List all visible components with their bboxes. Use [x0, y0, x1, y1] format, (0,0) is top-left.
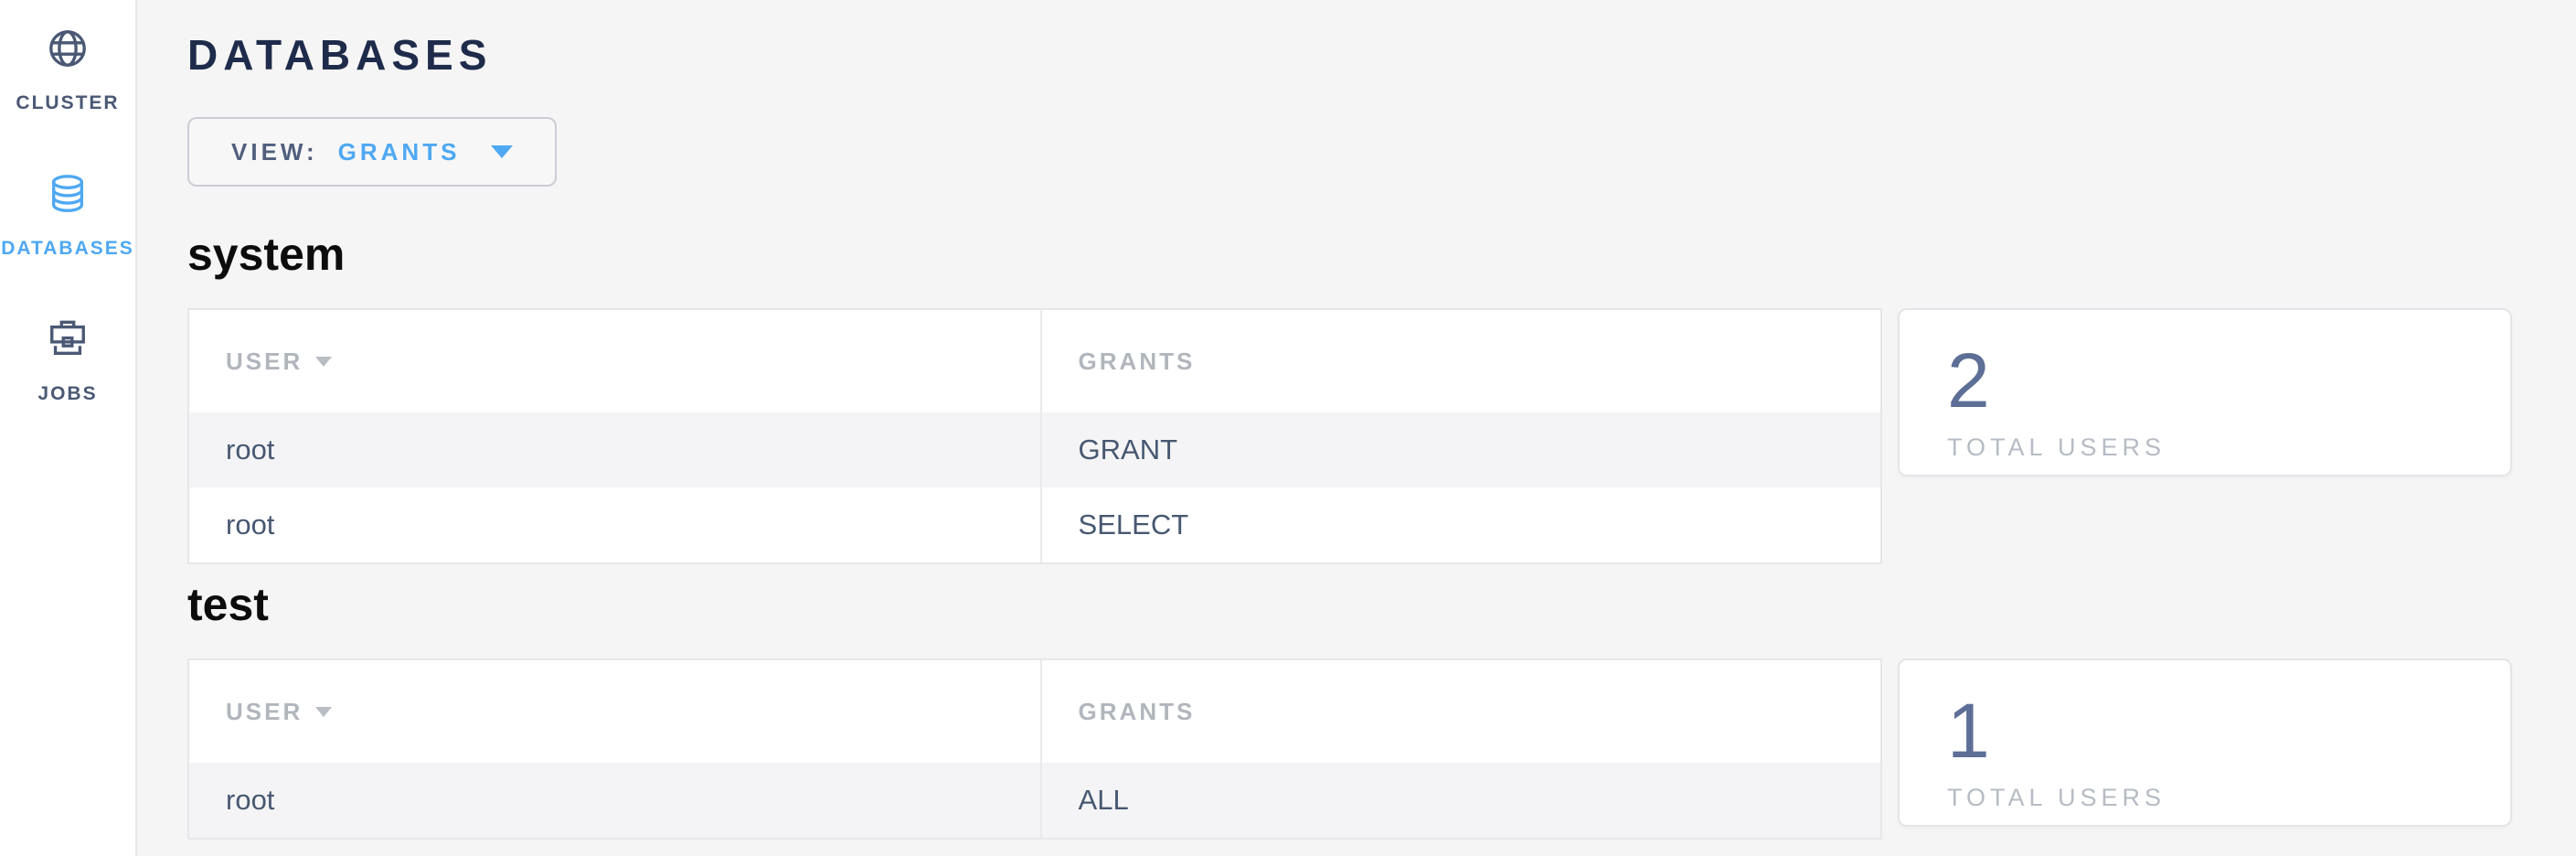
database-icon	[0, 173, 135, 219]
column-header-label: USER	[226, 347, 303, 375]
briefcase-icon	[0, 318, 135, 365]
table-header-row: USER GRANTS	[189, 660, 1880, 763]
sort-descending-icon	[315, 356, 333, 367]
grant-cell: ALL	[1078, 784, 1129, 816]
total-users-card: 1 TOTAL USERS	[1898, 658, 2512, 827]
column-header-label: GRANTS	[1078, 347, 1196, 375]
database-name-heading: test	[187, 579, 269, 630]
total-users-value: 1	[1947, 688, 1990, 774]
grant-cell: GRANT	[1078, 433, 1178, 465]
total-users-label: TOTAL USERS	[1947, 784, 2166, 812]
user-cell: root	[226, 433, 275, 465]
sort-descending-icon	[315, 706, 333, 717]
view-selector-value: GRANTS	[337, 137, 461, 166]
sidebar-item-label: DATABASES	[1, 238, 134, 259]
column-header-grants[interactable]: GRANTS	[1039, 660, 1880, 763]
table-row: root GRANT	[189, 412, 1880, 487]
column-header-label: USER	[226, 697, 303, 725]
grants-table: USER GRANTS root GRANT root SELECT	[187, 308, 1882, 564]
database-section-test: test USER GRANTS root ALL 1	[187, 579, 2576, 840]
view-selector-dropdown[interactable]: VIEW: GRANTS	[187, 117, 558, 187]
total-users-label: TOTAL USERS	[1947, 433, 2166, 462]
database-name-heading: system	[187, 229, 346, 280]
total-users-card: 2 TOTAL USERS	[1898, 308, 2512, 476]
user-cell: root	[226, 508, 275, 540]
column-header-grants[interactable]: GRANTS	[1039, 310, 1880, 412]
table-row: root ALL	[189, 763, 1880, 838]
sidebar-item-label: CLUSTER	[16, 92, 120, 113]
grant-cell: SELECT	[1078, 508, 1189, 540]
total-users-value: 2	[1947, 337, 1990, 423]
user-cell: root	[226, 784, 275, 816]
sidebar-item-cluster[interactable]: CLUSTER	[0, 27, 135, 114]
database-section-system: system USER GRANTS root GRANT ro	[187, 229, 2576, 564]
view-selector-label: VIEW:	[231, 137, 318, 166]
sidebar-item-label: JOBS	[37, 383, 98, 404]
page-title: DATABASES	[187, 31, 493, 79]
view-controls: VIEW: GRANTS	[187, 117, 2576, 187]
column-header-user[interactable]: USER	[189, 660, 1040, 763]
main-content: DATABASES VIEW: GRANTS system USER GRANT…	[139, 0, 2576, 840]
column-header-user[interactable]: USER	[189, 310, 1040, 412]
grants-table: USER GRANTS root ALL	[187, 658, 1882, 840]
sidebar-item-jobs[interactable]: JOBS	[0, 318, 135, 405]
globe-icon	[0, 27, 135, 74]
table-header-row: USER GRANTS	[189, 310, 1880, 412]
table-row: root SELECT	[189, 487, 1880, 562]
sidebar-item-databases[interactable]: DATABASES	[0, 173, 135, 260]
sidebar: CLUSTER DATABASES JOBS	[0, 0, 137, 856]
chevron-down-icon	[491, 145, 514, 158]
column-header-label: GRANTS	[1078, 697, 1196, 725]
